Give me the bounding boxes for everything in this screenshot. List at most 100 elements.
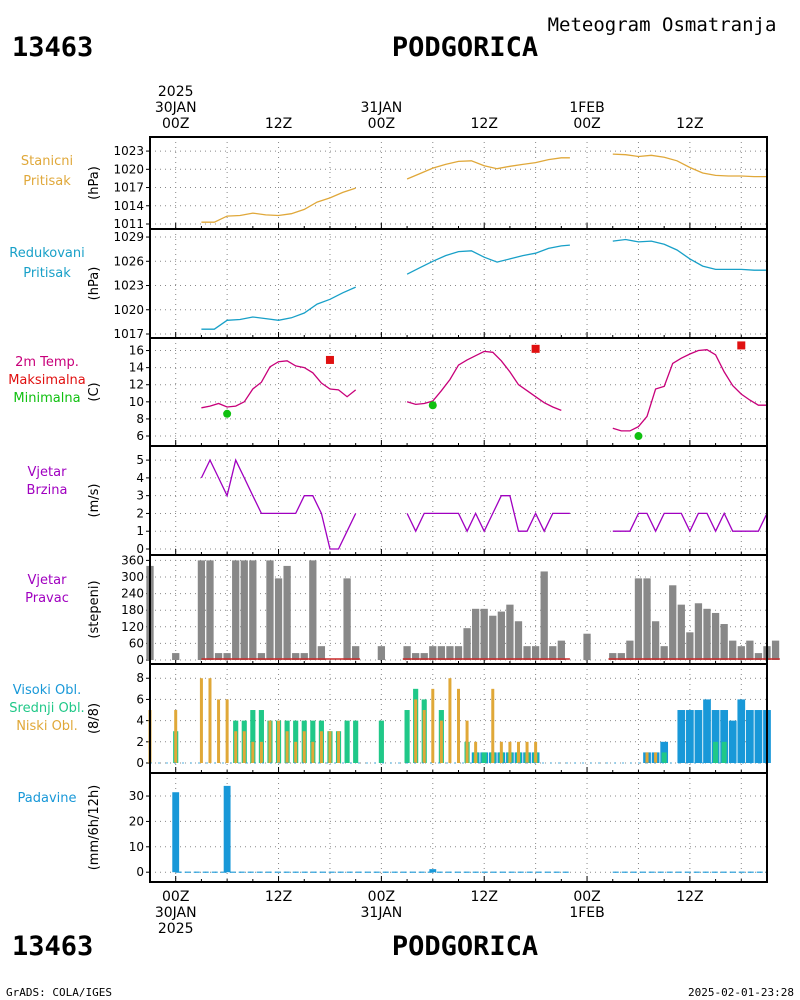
low-cloud-bar xyxy=(208,678,212,763)
wind-direction-bar xyxy=(300,653,308,660)
wind-direction-bar xyxy=(463,628,471,660)
station-id-top: 13463 xyxy=(12,32,93,63)
header: Meteogram Osmatranja 13463 PODGORICA xyxy=(12,14,776,63)
wind-direction-bar xyxy=(283,565,291,660)
station-name-bottom: PODGORICA xyxy=(392,931,538,962)
time-label-bottom: 12Z xyxy=(265,889,292,905)
wind-direction-bar xyxy=(317,646,326,660)
mid-cloud-bar xyxy=(661,752,667,763)
high-cloud-bar xyxy=(703,699,711,763)
y-tick-label: 3 xyxy=(136,489,144,503)
wind-direction-bar xyxy=(703,608,711,660)
low-cloud-bar xyxy=(525,741,529,763)
wind-direction-bar xyxy=(497,611,505,660)
y-tick-label: 1011 xyxy=(113,217,144,231)
wind-direction-bar xyxy=(377,646,386,660)
panel-label: Vjetar xyxy=(28,465,68,480)
station-id-bottom: 13463 xyxy=(12,931,93,962)
mid-cloud-bar xyxy=(258,710,264,763)
station_pressure-series-line xyxy=(201,187,356,223)
time-label-bottom: 30JAN xyxy=(155,905,197,921)
panel-label: Pritisak xyxy=(23,174,71,189)
wind-direction-bar xyxy=(172,653,180,660)
time-label-bottom: 00Z xyxy=(162,889,189,905)
time-label-bottom: 12Z xyxy=(676,889,703,905)
low-cloud-bar xyxy=(259,741,263,763)
wind-direction-bar xyxy=(446,646,454,660)
wind-direction-bar xyxy=(720,624,728,660)
time-label-top: 00Z xyxy=(368,116,395,132)
wind-direction-bar xyxy=(771,640,780,660)
high-cloud-bar xyxy=(737,699,746,763)
wind-direction-bar xyxy=(206,560,214,660)
y-tick-label: 16 xyxy=(129,344,144,358)
panel-cloud_cover: 0 2 4 6 8 (8/8) Visoki Obl. Srednji Obl. Niski O… xyxy=(9,664,771,773)
time-label-bottom: 00Z xyxy=(368,889,395,905)
time-label-top: 12Z xyxy=(265,116,292,132)
low-cloud-bar xyxy=(448,678,452,763)
y-tick-label: 4 xyxy=(136,471,144,485)
mid-cloud-bar xyxy=(713,741,719,763)
low-cloud-bar xyxy=(328,731,332,763)
time-label-bottom: 00Z xyxy=(573,889,600,905)
time-label-bottom: 12Z xyxy=(471,889,498,905)
panel-label: Stanicni xyxy=(21,154,73,169)
low-cloud-bar xyxy=(491,688,495,763)
panel-unit: (8/8) xyxy=(87,703,102,734)
precip-bar xyxy=(429,869,437,873)
y-tick-label: 12 xyxy=(129,378,144,392)
y-tick-label: 1017 xyxy=(113,327,144,341)
high-cloud-bar xyxy=(728,720,737,763)
low-cloud-bar xyxy=(174,710,178,763)
y-tick-label: 1026 xyxy=(113,254,144,268)
max-temp-marker xyxy=(531,344,540,353)
y-tick-label: 1 xyxy=(136,524,144,538)
wind-direction-bar xyxy=(583,633,591,660)
wind_speed-series-line xyxy=(200,458,357,550)
mid-cloud-bar xyxy=(378,720,384,763)
footer-timestamp: 2025-02-01-23:28 xyxy=(688,986,794,999)
high-cloud-bar xyxy=(746,710,754,763)
y-tick-label: 300 xyxy=(121,570,144,584)
min-temp-marker xyxy=(223,409,232,418)
time-label-top: 00Z xyxy=(162,116,189,132)
y-tick-label: 10 xyxy=(129,395,144,409)
low-cloud-bar xyxy=(311,741,315,763)
station_pressure-series-line xyxy=(612,153,767,178)
wind-direction-bar xyxy=(412,653,420,660)
wind-direction-bar xyxy=(352,646,360,660)
mid-cloud-bar xyxy=(250,710,256,763)
panel-unit: (stepeni) xyxy=(87,580,102,638)
wind-direction-bar xyxy=(711,612,720,660)
meteogram-panels: 10111014101710201023(hPa)StanicniPritisa… xyxy=(8,136,780,883)
y-tick-label: 0 xyxy=(136,542,144,556)
time-label-top: 12Z xyxy=(676,116,703,132)
y-tick-label: 2 xyxy=(136,735,144,749)
wind-direction-bar xyxy=(746,640,754,660)
mid-cloud-bar xyxy=(344,720,350,763)
low-cloud-bar xyxy=(225,699,229,763)
panel-wind_speed: 0 1 2 3 4 5 (m/s) Vjetar Brzina xyxy=(27,446,768,556)
wind-direction-bar xyxy=(531,646,540,660)
y-tick-label: 1020 xyxy=(113,303,144,317)
y-tick-label: 120 xyxy=(121,620,144,634)
wind-direction-bar xyxy=(214,653,223,660)
high-cloud-bar xyxy=(686,710,694,763)
wind-direction-bar xyxy=(677,604,685,660)
wind-direction-bar xyxy=(403,646,411,660)
time-label-top: 31JAN xyxy=(361,100,403,116)
panel-label: Padavine xyxy=(18,791,77,806)
wind-direction-bar xyxy=(489,615,497,660)
time-label-top: 00Z xyxy=(573,116,600,132)
y-tick-label: 30 xyxy=(129,789,144,803)
low-cloud-bar xyxy=(465,720,469,763)
low-cloud-bar xyxy=(439,720,443,763)
reduced_pressure-series-line xyxy=(406,244,570,275)
low-cloud-bar xyxy=(217,699,221,763)
y-tick-label: 14 xyxy=(129,361,144,375)
wind-direction-bar xyxy=(694,603,703,660)
temperature-series-line xyxy=(406,350,562,412)
wind-direction-bar xyxy=(454,646,463,660)
low-cloud-bar xyxy=(516,741,520,763)
